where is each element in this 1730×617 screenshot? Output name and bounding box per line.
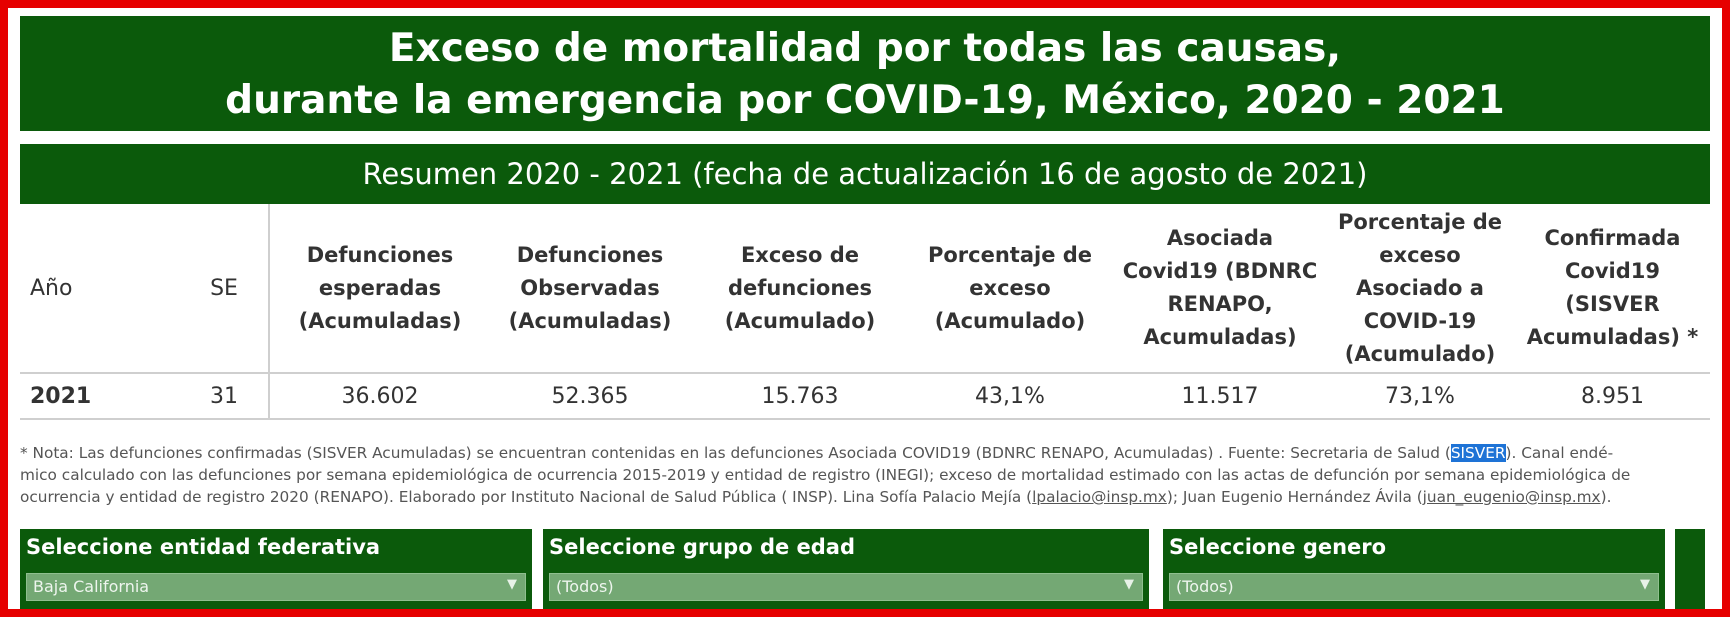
header-porcentaje: Porcentaje de exceso (Acumulado) [927, 242, 1093, 333]
filter-panel-edge [1675, 529, 1705, 609]
header-anio: Año [30, 275, 73, 301]
filter-edad: Seleccione grupo de edad (Todos) ▼ [543, 529, 1149, 609]
filter-genero-label: Seleccione genero [1169, 535, 1387, 559]
chevron-down-icon: ▼ [1124, 577, 1134, 592]
summary-table: Año SE Defunciones esperadas (Acumuladas) … [20, 204, 1710, 420]
title-line-2: durante la emergencia por COVID-19, Méxi… [225, 78, 1505, 123]
header-porcentaje-asociado: Porcentaje de exceso Asociado a COVID-19 (Ac… [1337, 209, 1503, 366]
header-confirmada: Confirmada Covid19 (SISVER Acumuladas) * [1526, 226, 1699, 349]
cell-se: 31 [210, 383, 238, 409]
title-line-1: Exceso de mortalidad por todas las causa… [388, 26, 1342, 71]
filter-entidad-label: Seleccione entidad federativa [26, 535, 381, 559]
table-divider [20, 372, 1710, 374]
subtitle-banner: Resumen 2020 - 2021 (fecha de actualizac… [20, 144, 1710, 204]
email-link-juan-eugenio[interactable]: juan_eugenio@insp.mx [1422, 488, 1601, 506]
entidad-dropdown[interactable]: Baja California ▼ [26, 573, 526, 601]
selected-text: SISVER [1450, 444, 1506, 462]
chevron-down-icon: ▼ [1640, 577, 1650, 592]
header-observadas: Defunciones Observadas (Acumuladas) [508, 242, 672, 333]
cell-porcentaje-asociado: 73,1% [1385, 383, 1455, 409]
header-se: SE [210, 275, 238, 301]
header-exceso: Exceso de defunciones (Acumulado) [724, 242, 876, 333]
cell-esperadas: 36.602 [341, 383, 419, 409]
cell-anio: 2021 [30, 383, 92, 409]
footnote: * Nota: Las defunciones confirmadas (SIS… [20, 444, 1631, 506]
cell-observadas: 52.365 [551, 383, 629, 409]
edad-dropdown-value: (Todos) [556, 577, 614, 596]
cell-porcentaje: 43,1% [975, 383, 1045, 409]
cell-confirmada: 8.951 [1581, 383, 1644, 409]
filter-entidad: Seleccione entidad federativa Baja Calif… [20, 529, 532, 609]
dashboard: Exceso de mortalidad por todas las causa… [20, 16, 1710, 609]
table-divider [268, 204, 270, 418]
cell-exceso: 15.763 [761, 383, 839, 409]
genero-dropdown[interactable]: (Todos) ▼ [1169, 573, 1659, 601]
header-esperadas: Defunciones esperadas (Acumuladas) [298, 242, 462, 333]
header-asociada: Asociada Covid19 (BDNRC RENAPO, Acumuladas) [1122, 226, 1318, 349]
cell-asociada: 11.517 [1181, 383, 1259, 409]
chevron-down-icon: ▼ [507, 577, 517, 592]
title-banner: Exceso de mortalidad por todas las causa… [20, 16, 1710, 131]
filter-genero: Seleccione genero (Todos) ▼ [1163, 529, 1665, 609]
entidad-dropdown-value: Baja California [33, 577, 150, 596]
edad-dropdown[interactable]: (Todos) ▼ [549, 573, 1143, 601]
email-link-lpalacio[interactable]: lpalacio@insp.mx [1032, 488, 1167, 506]
filter-edad-label: Seleccione grupo de edad [549, 535, 856, 559]
table-divider [20, 418, 1710, 420]
genero-dropdown-value: (Todos) [1176, 577, 1234, 596]
